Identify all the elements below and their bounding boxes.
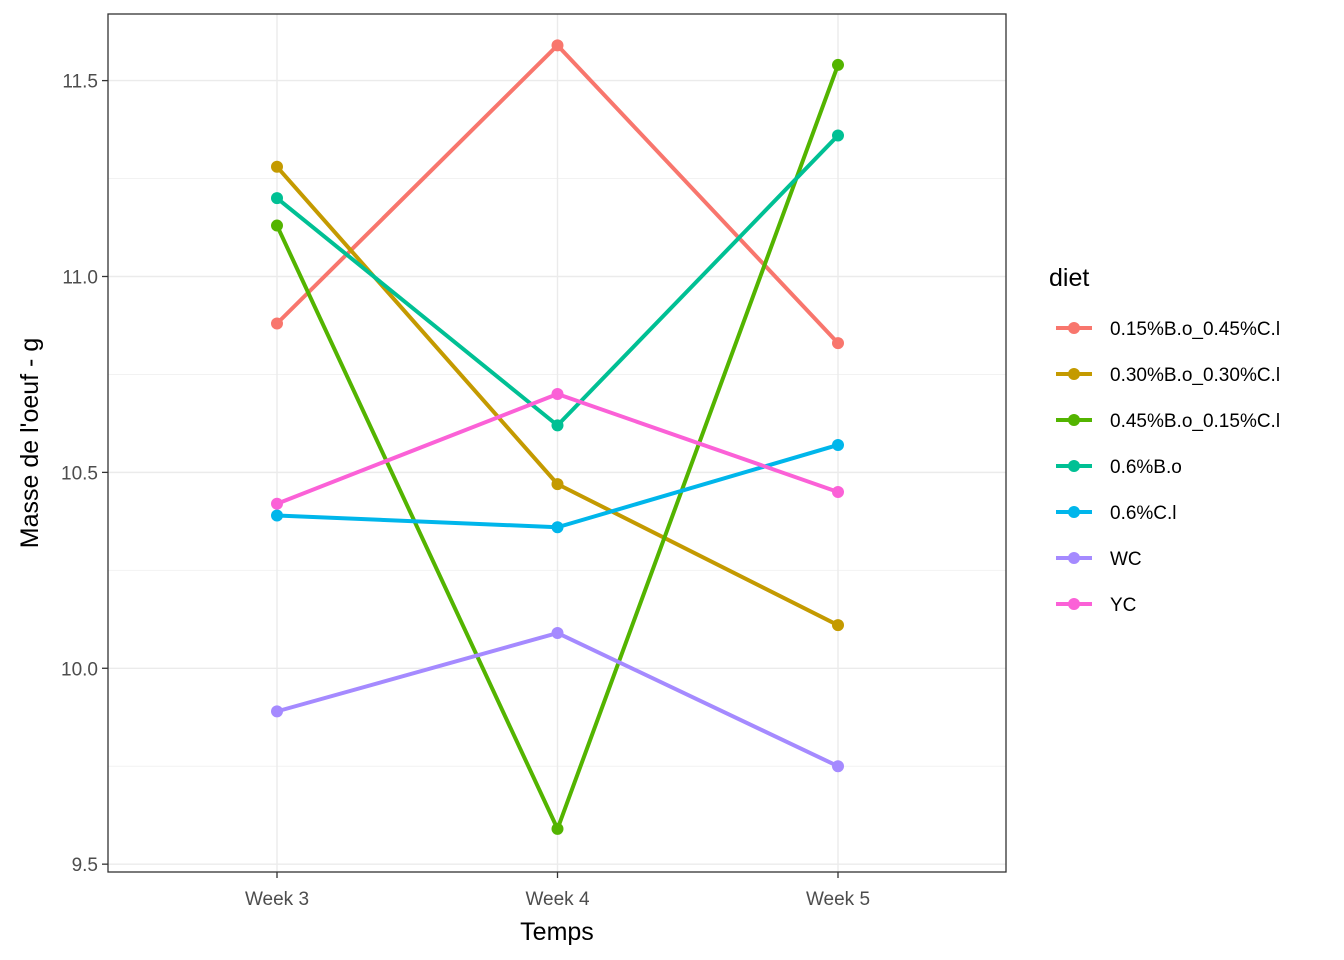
data-point — [271, 705, 283, 718]
data-point — [551, 822, 564, 835]
legend-item: 0.15%B.o_0.45%C.l — [1056, 319, 1280, 340]
legend-item: 0.30%B.o_0.30%C.l — [1056, 365, 1280, 386]
data-point — [551, 388, 564, 401]
data-point — [832, 129, 844, 142]
legend-key-point — [1068, 414, 1080, 426]
legend-key-point — [1068, 460, 1080, 472]
series-lines — [271, 39, 844, 835]
x-tick-label: Week 4 — [525, 889, 590, 910]
data-point — [551, 39, 564, 52]
legend-label: WC — [1110, 549, 1142, 570]
y-tick-label: 11.0 — [62, 267, 98, 288]
data-point — [832, 485, 844, 498]
y-axis-title: Masse de l'oeuf - g — [16, 338, 44, 548]
grid-lines — [108, 14, 1006, 872]
y-axis: 9.5 10.0 10.5 11.0 11.5 — [61, 72, 108, 876]
series-group — [271, 129, 844, 432]
series-group — [271, 39, 844, 350]
data-point — [832, 619, 844, 632]
legend-label: 0.6%B.o — [1110, 457, 1182, 478]
data-point — [832, 760, 844, 773]
x-tick-label: Week 3 — [245, 889, 309, 910]
legend-item: WC — [1056, 549, 1142, 570]
series-group — [271, 438, 844, 534]
legend-label: 0.30%B.o_0.30%C.l — [1110, 365, 1280, 386]
x-axis: Week 3 Week 4 Week 5 — [245, 872, 870, 910]
x-tick-label: Week 5 — [806, 889, 870, 910]
legend-label: YC — [1110, 595, 1136, 616]
data-point — [832, 58, 844, 71]
data-point — [271, 160, 283, 173]
y-tick-label: 9.5 — [72, 855, 98, 876]
data-point — [271, 509, 283, 522]
data-point — [551, 521, 564, 534]
y-tick-label: 10.0 — [61, 659, 98, 680]
data-point — [271, 219, 283, 232]
legend: diet 0.15%B.o_0.45%C.l 0.30%B.o_0.30%C.l 0… — [1049, 264, 1280, 616]
legend-label: 0.6%C.l — [1110, 503, 1177, 524]
data-point — [271, 497, 283, 510]
legend-title: diet — [1049, 264, 1089, 292]
series-group — [271, 58, 844, 835]
legend-key-point — [1068, 322, 1080, 334]
y-tick-label: 11.5 — [62, 72, 98, 93]
data-point — [832, 337, 844, 350]
x-axis-title: Temps — [520, 918, 594, 946]
legend-item: 0.45%B.o_0.15%C.l — [1056, 411, 1280, 432]
data-point — [551, 478, 564, 491]
data-point — [271, 192, 283, 205]
legend-label: 0.45%B.o_0.15%C.l — [1110, 411, 1280, 432]
legend-key-point — [1068, 598, 1080, 610]
legend-key-point — [1068, 552, 1080, 564]
data-point — [271, 317, 283, 330]
data-point — [832, 438, 844, 451]
legend-key-point — [1068, 368, 1080, 380]
y-tick-label: 10.5 — [61, 463, 98, 484]
data-point — [551, 627, 564, 640]
legend-key-point — [1068, 506, 1080, 518]
legend-item: 0.6%B.o — [1056, 457, 1182, 478]
legend-label: 0.15%B.o_0.45%C.l — [1110, 319, 1280, 340]
data-point — [551, 419, 564, 432]
series-group — [271, 388, 844, 510]
legend-item: 0.6%C.l — [1056, 503, 1177, 524]
legend-item: YC — [1056, 595, 1136, 616]
series-group — [271, 627, 844, 773]
